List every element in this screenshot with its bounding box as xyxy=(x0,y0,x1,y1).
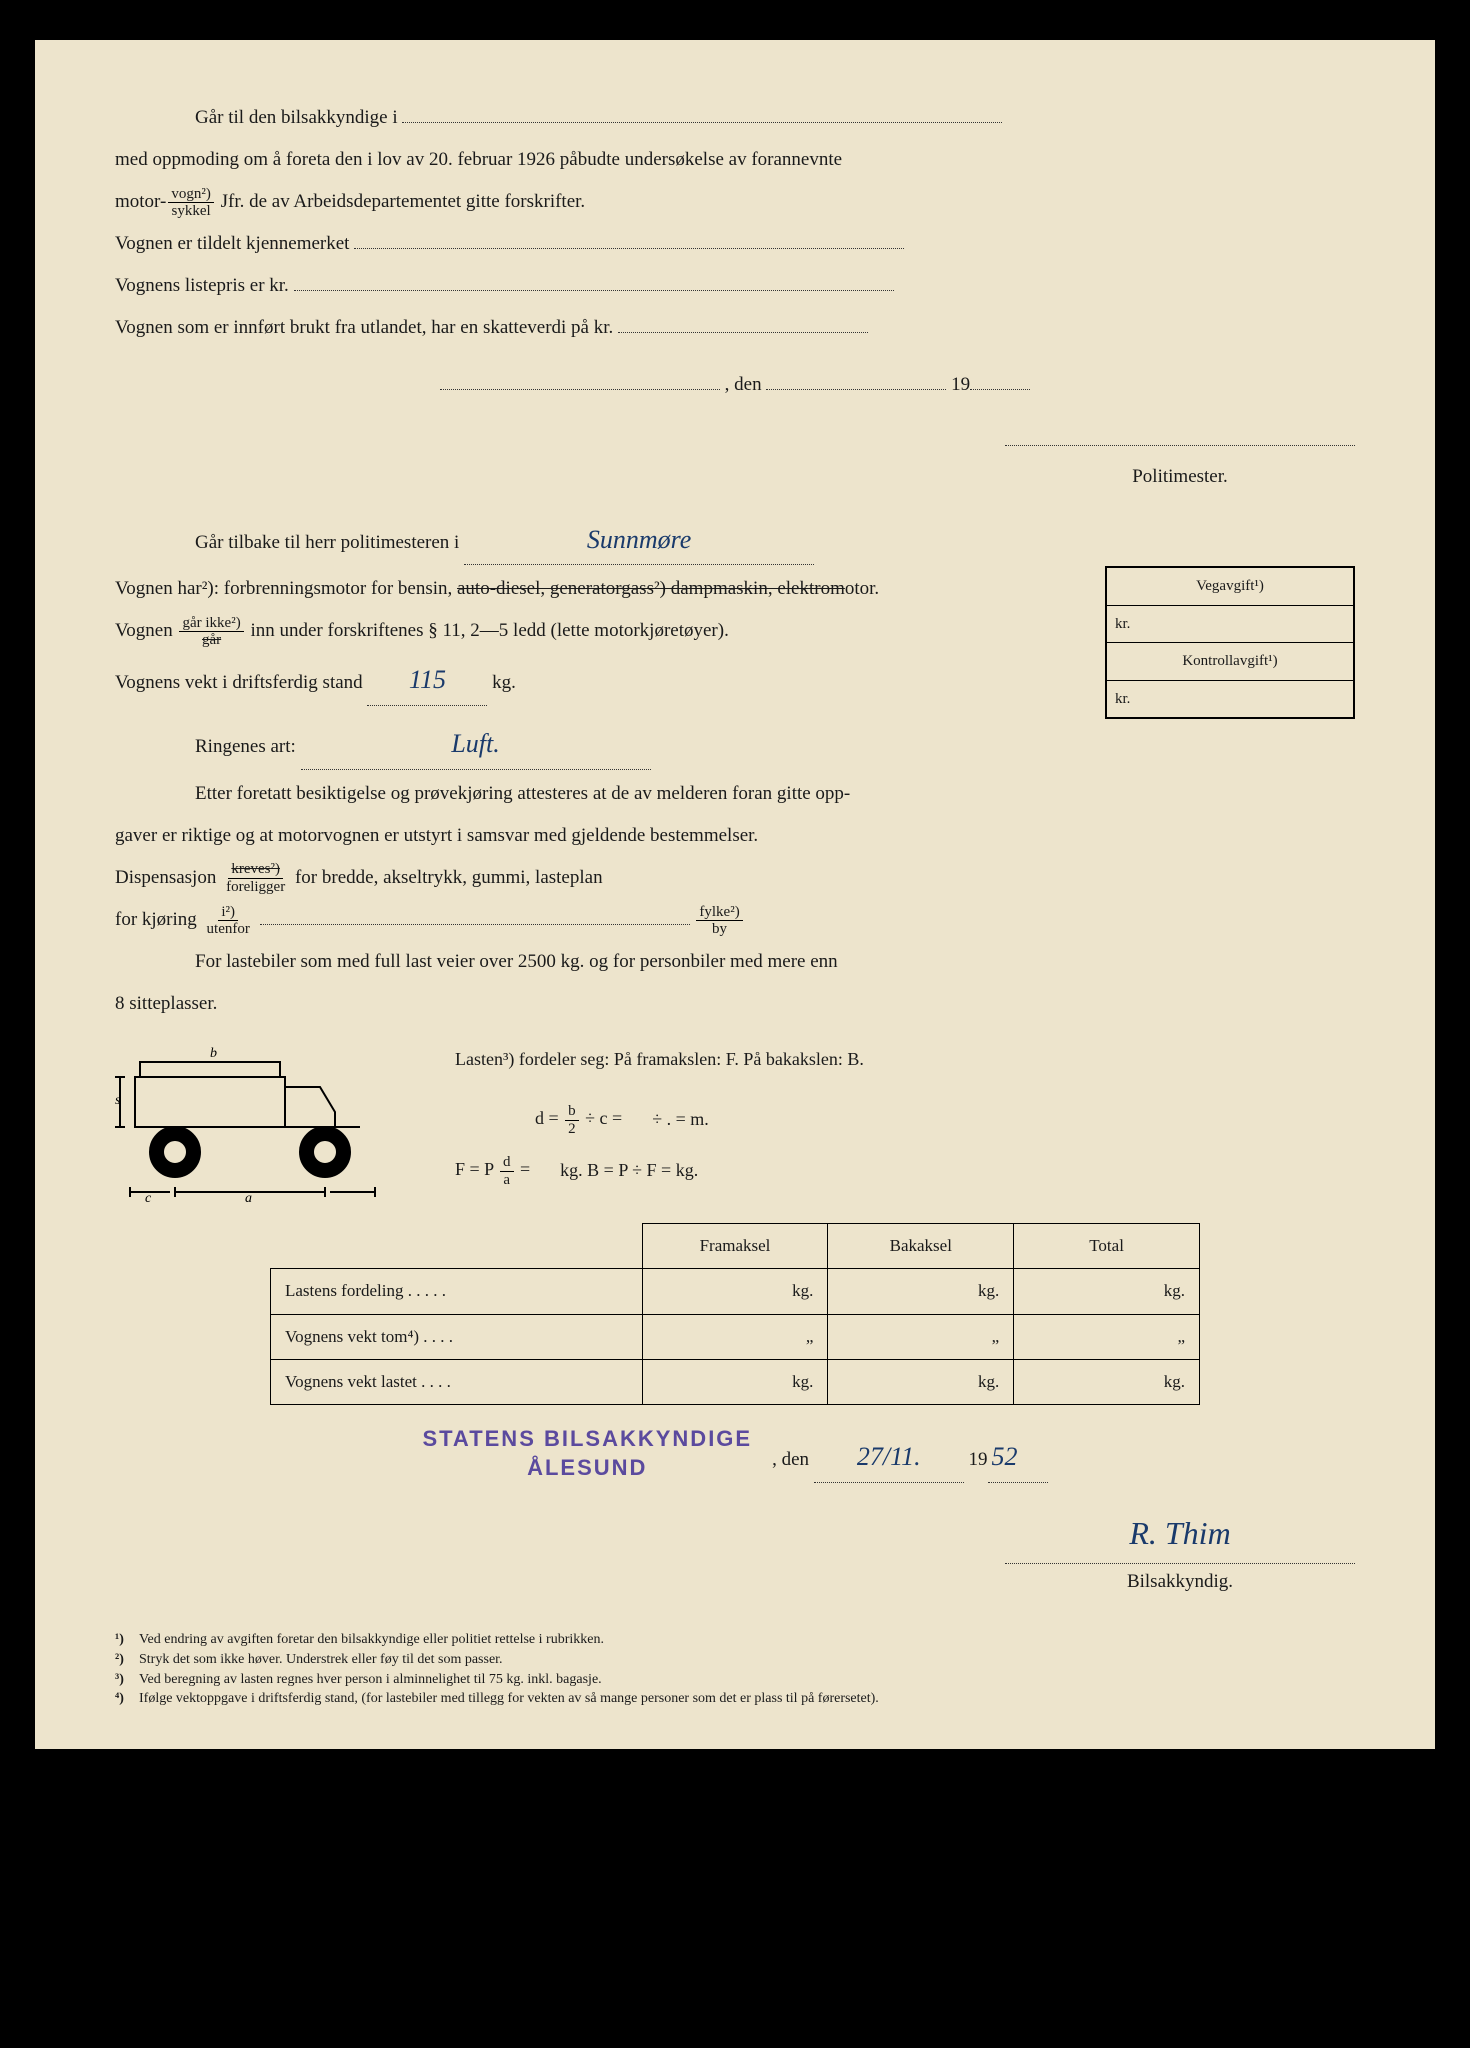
blank-field xyxy=(402,122,1002,123)
truck-diagram-icon: a c b s xyxy=(115,1042,425,1202)
date-line-2: , den 27/11. 1952 xyxy=(772,1432,1047,1482)
footnote: ¹)Ved endring av avgiften foretar den bi… xyxy=(115,1630,1355,1650)
handwritten-value: 115 xyxy=(409,665,446,694)
lastebil-line1: For lastebiler som med full last veier o… xyxy=(195,944,1355,980)
line-request: med oppmoding om å foreta den i lov av 2… xyxy=(115,142,1355,178)
text: otor. xyxy=(845,578,879,599)
svg-text:c: c xyxy=(145,1191,152,1202)
blank-field xyxy=(260,924,690,925)
signature-line: R. Thim xyxy=(1005,1503,1355,1565)
weight-table: Framaksel Bakaksel Total Lastens fordeli… xyxy=(270,1223,1200,1405)
fee-row: kr. xyxy=(1107,606,1353,644)
formulas: Lasten³) fordeler seg: På framakslen: F.… xyxy=(455,1042,1355,1203)
fraction-i-utenfor: i²)utenfor xyxy=(204,904,253,938)
text: kg. xyxy=(492,672,516,693)
line-kjennemerke: Vognen er tildelt kjennemerket xyxy=(115,226,1355,262)
fee-row: Vegavgift¹) xyxy=(1107,568,1353,606)
text: Vognen har²): forbrenningsmotor for bens… xyxy=(115,578,457,599)
date-line-1: , den 19 xyxy=(115,367,1355,403)
text: Vognens vekt i driftsferdig stand xyxy=(115,672,363,693)
line-motor: motor-vogn²)sykkel Jfr. de av Arbeidsdep… xyxy=(115,184,1355,220)
fee-row: Kontrollavgift¹) xyxy=(1107,643,1353,681)
col-header: Total xyxy=(1014,1224,1200,1269)
svg-text:b: b xyxy=(210,1046,217,1061)
footnote: ⁴)Ifølge vektoppgave i driftsferdig stan… xyxy=(115,1689,1355,1709)
col-header: Bakaksel xyxy=(828,1224,1014,1269)
text: for kjøring xyxy=(115,909,202,930)
fraction-kreves: kreves²)foreligger xyxy=(223,861,288,895)
formula-d: d = b2 ÷ c = ÷ . = m. xyxy=(455,1101,1355,1137)
blank-field xyxy=(294,290,894,291)
rings-field: Luft. xyxy=(301,719,651,769)
engine-fee-section: Vegavgift¹) kr. Kontrollavgift¹) kr. Vog… xyxy=(115,571,1355,719)
table-row: Vognens vekt tom⁴) . . . . „ „ „ xyxy=(271,1314,1200,1359)
text: Vognen som er innført brukt fra utlandet… xyxy=(115,317,613,338)
text: Dispensasjon xyxy=(115,867,221,888)
text: motor- xyxy=(115,191,166,212)
fee-box: Vegavgift¹) kr. Kontrollavgift¹) kr. xyxy=(1105,566,1355,719)
text: Vognen er tildelt kjennemerket xyxy=(115,233,349,254)
weight-field: 115 xyxy=(367,655,487,705)
footnote: ²)Stryk det som ikke høver. Understrek e… xyxy=(115,1650,1355,1670)
text: Går tilbake til herr politimesteren i xyxy=(195,532,459,553)
year-field: 52 xyxy=(988,1432,1048,1482)
text: , den xyxy=(725,374,762,395)
text: Vognens listepris er kr. xyxy=(115,275,289,296)
footnotes: ¹)Ved endring av avgiften foretar den bi… xyxy=(115,1630,1355,1708)
svg-text:s: s xyxy=(115,1093,121,1108)
text: , den xyxy=(772,1449,809,1470)
handwritten-value: Sunnmøre xyxy=(587,525,691,554)
fee-row: kr. xyxy=(1107,681,1353,718)
table-row: Lastens fordeling . . . . . kg. kg. kg. xyxy=(271,1269,1200,1314)
bilsak-signature: R. Thim Bilsakkyndig. xyxy=(115,1503,1355,1601)
text: 19 xyxy=(969,1449,988,1470)
return-value-field: Sunnmøre xyxy=(464,515,814,565)
politimester-signature: Politimester. xyxy=(115,423,1355,495)
return-line: Går tilbake til herr politimesteren i Su… xyxy=(195,515,1355,565)
attest-line2: gaver er riktige og at motorvognen er ut… xyxy=(115,818,1355,854)
text: Jfr. de av Arbeidsdepartementet gitte fo… xyxy=(216,191,585,212)
line-recipient: Går til den bilsakkyndige i xyxy=(195,100,1355,136)
line-skatteverdi: Vognen som er innført brukt fra utlandet… xyxy=(115,310,1355,346)
politimester-label: Politimester. xyxy=(1005,459,1355,495)
blank-field xyxy=(354,248,904,249)
svg-text:a: a xyxy=(245,1191,252,1202)
day-field xyxy=(766,389,946,390)
stamp-date-row: STATENS BILSAKKYNDIGE ÅLESUND , den 27/1… xyxy=(115,1425,1355,1482)
bilsak-label: Bilsakkyndig. xyxy=(1005,1564,1355,1600)
text: inn under forskriftenes § 11, 2—5 ledd (… xyxy=(246,620,729,641)
dispens-line: Dispensasjon kreves²)foreligger for bred… xyxy=(115,860,1355,896)
text: 19 xyxy=(951,374,970,395)
struck-text: auto-diesel, generatorgass²) dampmaskin,… xyxy=(457,578,845,599)
fraction-gaar: går ikke²)går xyxy=(179,615,243,649)
rings-line: Ringenes art: Luft. xyxy=(195,719,1355,769)
text: Vognen xyxy=(115,620,177,641)
col-header: Framaksel xyxy=(642,1224,828,1269)
day-field: 27/11. xyxy=(814,1432,964,1482)
document-page: Går til den bilsakkyndige i med oppmodin… xyxy=(35,40,1435,1749)
formula-header: Lasten³) fordeler seg: På framakslen: F.… xyxy=(455,1042,1355,1076)
table-row: Vognens vekt lastet . . . . kg. kg. kg. xyxy=(271,1360,1200,1405)
table-row: Framaksel Bakaksel Total xyxy=(271,1224,1200,1269)
text: Går til den bilsakkyndige i xyxy=(195,107,398,128)
formula-f: F = P da = kg. B = P ÷ F = kg. xyxy=(455,1152,1355,1188)
place-field xyxy=(440,389,720,390)
handwritten-signature: R. Thim xyxy=(1129,1515,1230,1551)
text: for bredde, akseltrykk, gummi, lasteplan xyxy=(290,867,602,888)
blank-field xyxy=(618,332,868,333)
line-listepris: Vognens listepris er kr. xyxy=(115,268,1355,304)
text: Ringenes art: xyxy=(195,736,296,757)
truck-diagram-row: a c b s Lasten³) fordeler seg: På framak… xyxy=(115,1042,1355,1203)
fraction-fylke-by: fylke²)by xyxy=(696,904,742,938)
kjoring-line: for kjøring i²)utenfor fylke²)by xyxy=(115,902,1355,938)
handwritten-value: Luft. xyxy=(451,729,499,758)
attest-line1: Etter foretatt besiktigelse og prøvekjør… xyxy=(195,776,1355,812)
signature-line xyxy=(1005,445,1355,446)
lastebil-line2: 8 sitteplasser. xyxy=(115,986,1355,1022)
year-field xyxy=(970,389,1030,390)
fraction-vogn-sykkel: vogn²)sykkel xyxy=(168,186,214,220)
footnote: ³)Ved beregning av lasten regnes hver pe… xyxy=(115,1670,1355,1690)
stamp: STATENS BILSAKKYNDIGE ÅLESUND xyxy=(422,1425,752,1482)
